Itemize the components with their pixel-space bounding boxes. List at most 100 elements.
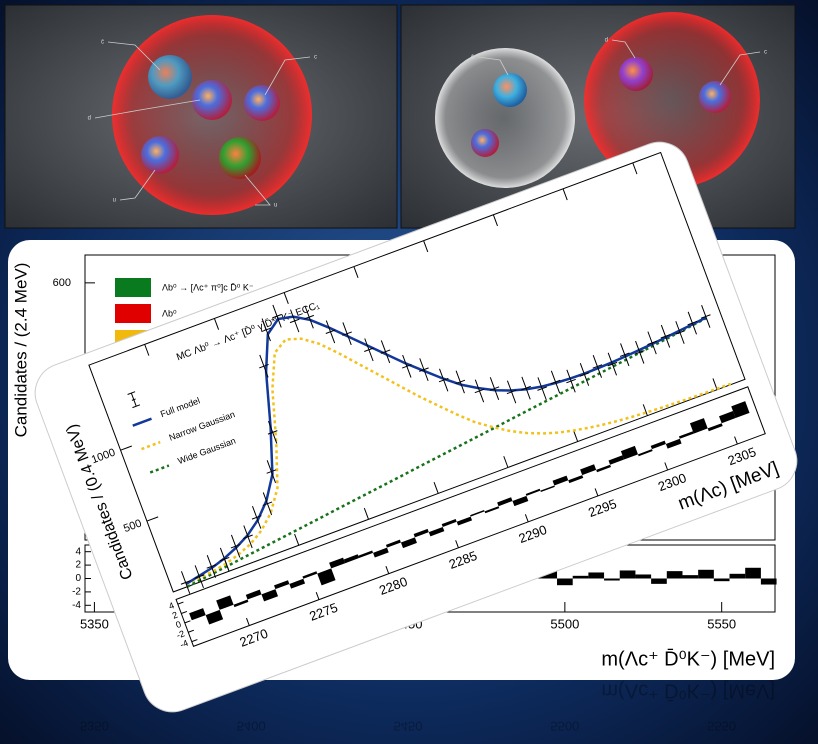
x-tick: [632, 162, 638, 175]
residual-bar: [604, 578, 620, 581]
data-point: [660, 324, 671, 348]
y-axis-label: Candidates / (2.4 MeV): [11, 263, 30, 438]
quark-label: c: [314, 55, 317, 61]
data-point: [506, 380, 517, 404]
residual-bar: [637, 449, 653, 457]
x-tick: [573, 430, 579, 442]
series-line: [186, 317, 707, 588]
quark: [471, 129, 499, 157]
residual-bar: [512, 495, 529, 507]
data-point: [537, 377, 547, 401]
plot-frame: [88, 151, 746, 593]
residual-bar: [302, 571, 318, 579]
residual-bar: [245, 589, 262, 600]
x-tick: [283, 292, 289, 304]
residual-bar: [760, 578, 777, 585]
x-tick: [213, 318, 220, 330]
residual-bar: [289, 578, 306, 589]
residual-tick-label: 2: [171, 610, 179, 621]
residual-bar: [650, 440, 666, 450]
x-tick: [594, 488, 599, 497]
x-tick: [433, 481, 439, 494]
residual-bar: [682, 575, 699, 579]
x-tick-label: 5550: [707, 616, 736, 631]
residual-bar: [729, 573, 746, 579]
legend-label: Λb⁰: [162, 308, 177, 318]
residual-bar: [329, 557, 346, 569]
residual-bar: [651, 578, 667, 584]
leader-lines: [94, 41, 311, 206]
residual-bar: [484, 506, 500, 514]
legend-swatch: [115, 278, 151, 297]
x-tick: [294, 533, 300, 546]
data-point: [647, 331, 657, 355]
residual-bar: [261, 589, 279, 602]
data-point: [619, 343, 630, 367]
legend-label: Λb⁰ → [Λc⁺ π⁰]c D̄⁰ K⁻: [162, 282, 254, 292]
residual-tick: [191, 639, 198, 643]
quark-label: c̄: [101, 40, 104, 46]
data-point: [592, 355, 603, 378]
x-tick: [353, 266, 359, 279]
y-tick-label: 600: [53, 277, 71, 289]
x-tick: [385, 566, 390, 574]
residual-bar: [441, 518, 457, 527]
residual-tick-label: -2: [72, 587, 81, 598]
data-point: [455, 370, 466, 394]
residual-bar: [456, 516, 473, 526]
data-point: [272, 304, 282, 328]
x-tick: [246, 617, 250, 626]
data-point: [342, 322, 352, 346]
residual-bar: [470, 509, 485, 517]
residual-bar: [713, 578, 730, 582]
residual-tick-label: 4: [167, 600, 175, 611]
data-point: [194, 565, 205, 589]
x-tick: [492, 214, 498, 227]
x-axis-label-reflection: m(Λc⁺ D̄⁰K⁻) [MeV]: [601, 680, 775, 703]
legend-swatch: [132, 417, 152, 427]
quark-label: u: [274, 203, 277, 209]
data-point: [325, 320, 336, 344]
x-tick: [664, 462, 669, 471]
residual-tick: [184, 620, 191, 624]
residual-bar: [689, 418, 708, 434]
residual-bar: [413, 528, 429, 538]
y-tick-label: 500: [122, 517, 143, 535]
data-point: [438, 368, 449, 392]
data-point: [474, 379, 485, 403]
x-tick: [144, 344, 150, 356]
residual-bar: [596, 464, 611, 473]
residual-bar: [274, 580, 290, 590]
data-point: [579, 363, 590, 386]
x-tick: [734, 436, 738, 445]
residual-tick: [177, 601, 184, 605]
x-tick: [455, 540, 459, 548]
data-point: [607, 352, 618, 376]
data-point: [550, 370, 561, 394]
residual-bar: [205, 609, 224, 625]
residual-bar: [568, 475, 584, 484]
residual-bar: [216, 595, 234, 610]
residual-bar: [731, 401, 750, 419]
residual-bar: [497, 497, 513, 507]
quark: [141, 136, 179, 174]
data-point: [243, 525, 253, 549]
residual-bar: [666, 571, 683, 579]
data-point: [489, 377, 500, 401]
quark-label: c̄: [471, 55, 474, 61]
x-tick: [503, 456, 509, 468]
quark-label: d: [88, 116, 91, 122]
data-point: [251, 505, 262, 529]
residual-bar: [678, 431, 694, 439]
chart-card: [34, 141, 798, 713]
quark-label: u: [113, 198, 116, 204]
data-point: [259, 354, 269, 378]
residual-tick-label: 2: [75, 560, 81, 571]
data-point: [634, 340, 645, 364]
data-point: [380, 340, 391, 364]
quark: [619, 57, 653, 91]
data-point: [267, 420, 278, 444]
reflection: 5350 5400 5450 5500 5550 m(Λc⁺ D̄⁰K⁻) [MeV]: [80, 680, 775, 734]
